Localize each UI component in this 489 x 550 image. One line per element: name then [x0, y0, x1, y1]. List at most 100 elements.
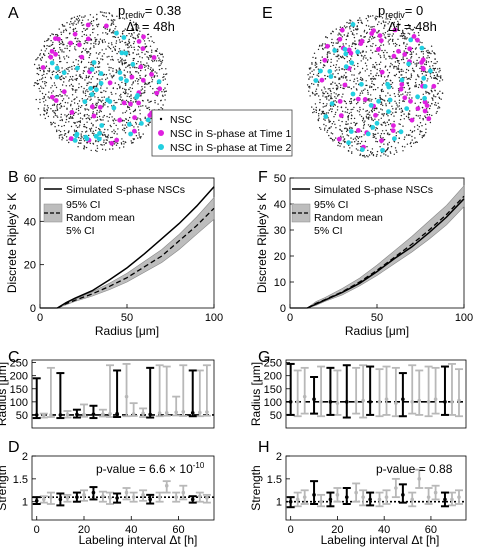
- nsc-dot: [326, 96, 328, 98]
- nsc-dot: [404, 38, 406, 40]
- nsc-dot: [115, 124, 117, 127]
- s1-dot: [69, 110, 75, 115]
- nsc-dot: [339, 55, 342, 58]
- nsc-dot: [149, 85, 152, 88]
- panel-letter-d: D: [8, 439, 20, 456]
- s1-dot: [104, 23, 109, 29]
- y-tick-label: 100: [10, 397, 28, 409]
- nsc-dot: [136, 53, 138, 56]
- s1-dot: [373, 112, 378, 118]
- s1-dot: [49, 49, 55, 54]
- nsc-dot: [101, 11, 103, 13]
- nsc-dot: [120, 142, 123, 144]
- nsc-dot: [72, 114, 75, 117]
- nsc-dot: [358, 40, 360, 42]
- nsc-dot: [435, 104, 437, 107]
- error-point: [302, 394, 307, 399]
- nsc-dot: [86, 130, 88, 132]
- nsc-dot: [371, 80, 373, 83]
- nsc-dot: [123, 146, 125, 148]
- nsc-dot: [372, 63, 374, 66]
- nsc-dot: [347, 34, 349, 36]
- nsc-dot: [376, 127, 378, 130]
- nsc-dot: [335, 64, 338, 66]
- nsc-dot: [419, 117, 421, 119]
- nsc-dot: [376, 63, 378, 66]
- nsc-dot: [76, 41, 78, 43]
- nsc-dot: [318, 115, 320, 117]
- nsc-dot: [380, 61, 382, 63]
- nsc-dot: [116, 15, 118, 17]
- nsc-dot: [132, 101, 134, 103]
- nsc-dot: [85, 66, 87, 68]
- nsc-dot: [58, 54, 60, 57]
- nsc-dot: [396, 57, 398, 59]
- nsc-dot: [75, 49, 77, 51]
- nsc-dot: [400, 70, 402, 73]
- nsc-dot: [73, 98, 75, 101]
- nsc-dot: [378, 29, 380, 32]
- nsc-dot: [43, 73, 45, 76]
- nsc-dot: [59, 76, 61, 78]
- nsc-dot: [349, 22, 351, 24]
- nsc-dot: [353, 34, 355, 36]
- nsc-dot: [66, 114, 68, 117]
- nsc-dot: [158, 52, 161, 54]
- nsc-dot: [55, 71, 57, 74]
- panel-a-p-value: = 0.38: [145, 3, 182, 18]
- panel-e-params: prediv= 0 Δt = 48h: [378, 3, 437, 34]
- nsc-dot: [129, 116, 131, 119]
- nsc-dot: [41, 57, 43, 59]
- nsc-dot: [95, 18, 98, 21]
- nsc-dot: [380, 98, 383, 100]
- nsc-dot: [340, 135, 342, 137]
- nsc-dot: [321, 111, 324, 114]
- nsc-dot: [35, 59, 37, 61]
- s1-dot: [390, 128, 396, 134]
- nsc-dot: [396, 59, 399, 62]
- nsc-dot: [349, 126, 351, 128]
- nsc-dot: [55, 109, 57, 112]
- nsc-dot: [339, 145, 341, 147]
- error-point: [131, 495, 136, 499]
- y-tick-label: 1.5: [13, 474, 28, 486]
- nsc-dot: [439, 67, 441, 70]
- nsc-dot: [43, 114, 45, 116]
- nsc-dot: [96, 103, 99, 105]
- nsc-dot: [375, 19, 377, 21]
- s2-dot: [346, 140, 351, 146]
- nsc-dot: [422, 53, 425, 55]
- nsc-dot: [363, 134, 365, 136]
- nsc-dot: [105, 74, 108, 76]
- nsc-dot: [434, 67, 437, 70]
- nsc-dot: [406, 94, 408, 96]
- s1-dot: [157, 86, 163, 92]
- error-point: [141, 493, 145, 497]
- nsc-dot: [436, 78, 438, 81]
- pvalue-d: p-value = 6.6 × 10-10: [96, 461, 205, 476]
- nsc-dot: [136, 118, 138, 121]
- nsc-dot: [355, 139, 357, 141]
- nsc-dot: [65, 29, 68, 32]
- nsc-dot: [358, 19, 360, 21]
- nsc-dot: [123, 69, 126, 71]
- nsc-dot: [144, 69, 147, 71]
- s2-dot: [419, 45, 425, 51]
- nsc-dot: [58, 137, 61, 139]
- s2-dot: [54, 65, 60, 71]
- nsc-dot: [334, 113, 336, 116]
- y-axis-label: Discrete Ripley's K: [5, 193, 19, 293]
- nsc-dot: [395, 149, 397, 152]
- nsc-dot: [335, 87, 338, 90]
- nsc-dot: [71, 65, 73, 68]
- nsc-dot: [345, 130, 348, 133]
- nsc-dot: [385, 80, 387, 82]
- nsc-dot: [66, 47, 68, 50]
- nsc-dot: [367, 93, 369, 95]
- nsc-dot: [375, 140, 377, 143]
- nsc-dot: [72, 28, 75, 31]
- nsc-dot: [408, 33, 411, 35]
- nsc-dot: [61, 119, 63, 122]
- nsc-dot: [142, 63, 145, 66]
- nsc-dot: [40, 59, 42, 61]
